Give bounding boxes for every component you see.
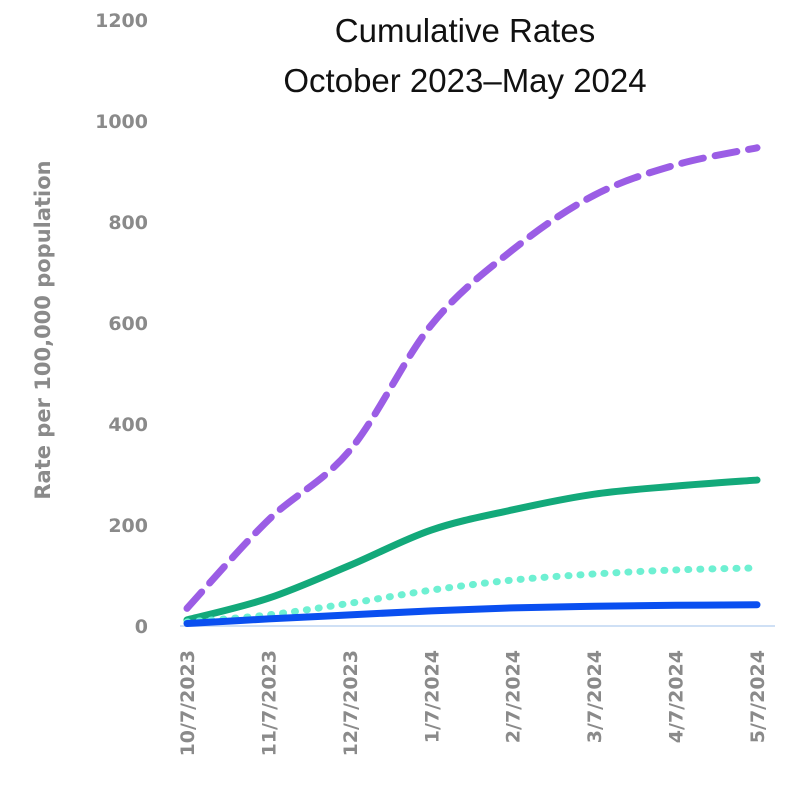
x-tick-label: 11/7/2023: [258, 650, 280, 756]
data-line: [183, 144, 761, 612]
y-tick-label: 1200: [95, 10, 148, 32]
chart-title: Cumulative Rates: [335, 12, 595, 49]
data-line: [183, 601, 761, 627]
data-line: [183, 476, 761, 624]
chart-title: October 2023–May 2024: [283, 62, 646, 99]
x-tick-label: 10/7/2023: [177, 650, 199, 756]
y-tick-label: 400: [108, 414, 148, 436]
x-tick-label: 4/7/2024: [666, 650, 688, 743]
y-axis-label: Rate per 100,000 population: [31, 160, 55, 499]
x-tick-label: 12/7/2023: [340, 650, 362, 756]
y-tick-label: 200: [108, 515, 148, 537]
data-line: [183, 564, 761, 626]
x-tick-label: 1/7/2024: [421, 650, 443, 743]
x-tick-label: 5/7/2024: [747, 650, 769, 743]
x-tick-label: 2/7/2024: [503, 650, 525, 743]
x-tick-label: 3/7/2024: [584, 650, 606, 743]
y-tick-label: 1000: [95, 111, 148, 133]
y-tick-label: 800: [108, 212, 148, 234]
y-tick-label: 600: [108, 313, 148, 335]
y-tick-label: 0: [135, 616, 148, 638]
